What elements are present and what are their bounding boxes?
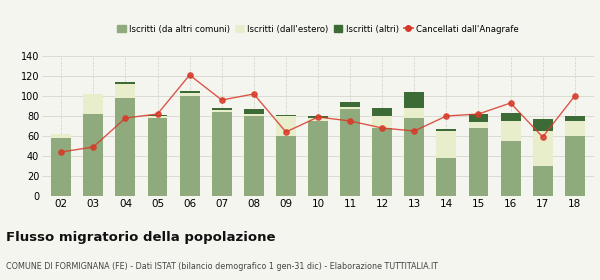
Bar [340,107,360,109]
Bar [436,131,457,158]
Text: Flusso migratorio della popolazione: Flusso migratorio della popolazione [6,231,275,244]
Bar [148,118,167,196]
Bar [436,129,457,131]
Bar [533,119,553,131]
Bar [308,116,328,118]
Bar [565,136,584,196]
Bar [372,108,392,116]
Bar [276,116,296,136]
Bar [52,138,71,196]
Bar [308,121,328,196]
Bar [148,115,167,116]
Bar [500,141,521,196]
Bar [212,110,232,112]
Bar [565,121,584,136]
Bar [83,114,103,196]
Bar [469,114,488,122]
Bar [212,112,232,196]
Bar [276,136,296,196]
Bar [244,114,264,116]
Bar [500,113,521,121]
Bar [404,92,424,108]
Bar [276,115,296,116]
Bar [533,131,553,166]
Bar [436,158,457,196]
Bar [212,108,232,110]
Bar [372,116,392,128]
Bar [52,134,71,138]
Bar [469,128,488,196]
Text: COMUNE DI FORMIGNANA (FE) - Dati ISTAT (bilancio demografico 1 gen-31 dic) - Ela: COMUNE DI FORMIGNANA (FE) - Dati ISTAT (… [6,262,438,271]
Bar [179,93,200,96]
Bar [244,116,264,196]
Bar [179,96,200,196]
Bar [533,166,553,196]
Legend: Iscritti (da altri comuni), Iscritti (dall'estero), Iscritti (altri), Cancellati: Iscritti (da altri comuni), Iscritti (da… [113,21,523,37]
Bar [83,94,103,114]
Bar [469,122,488,128]
Bar [179,91,200,93]
Bar [115,98,136,196]
Bar [115,84,136,98]
Bar [115,82,136,84]
Bar [565,116,584,121]
Bar [340,102,360,107]
Bar [148,116,167,118]
Bar [372,128,392,196]
Bar [500,121,521,141]
Bar [340,109,360,196]
Bar [244,109,264,114]
Bar [404,108,424,118]
Bar [404,118,424,196]
Bar [308,118,328,121]
